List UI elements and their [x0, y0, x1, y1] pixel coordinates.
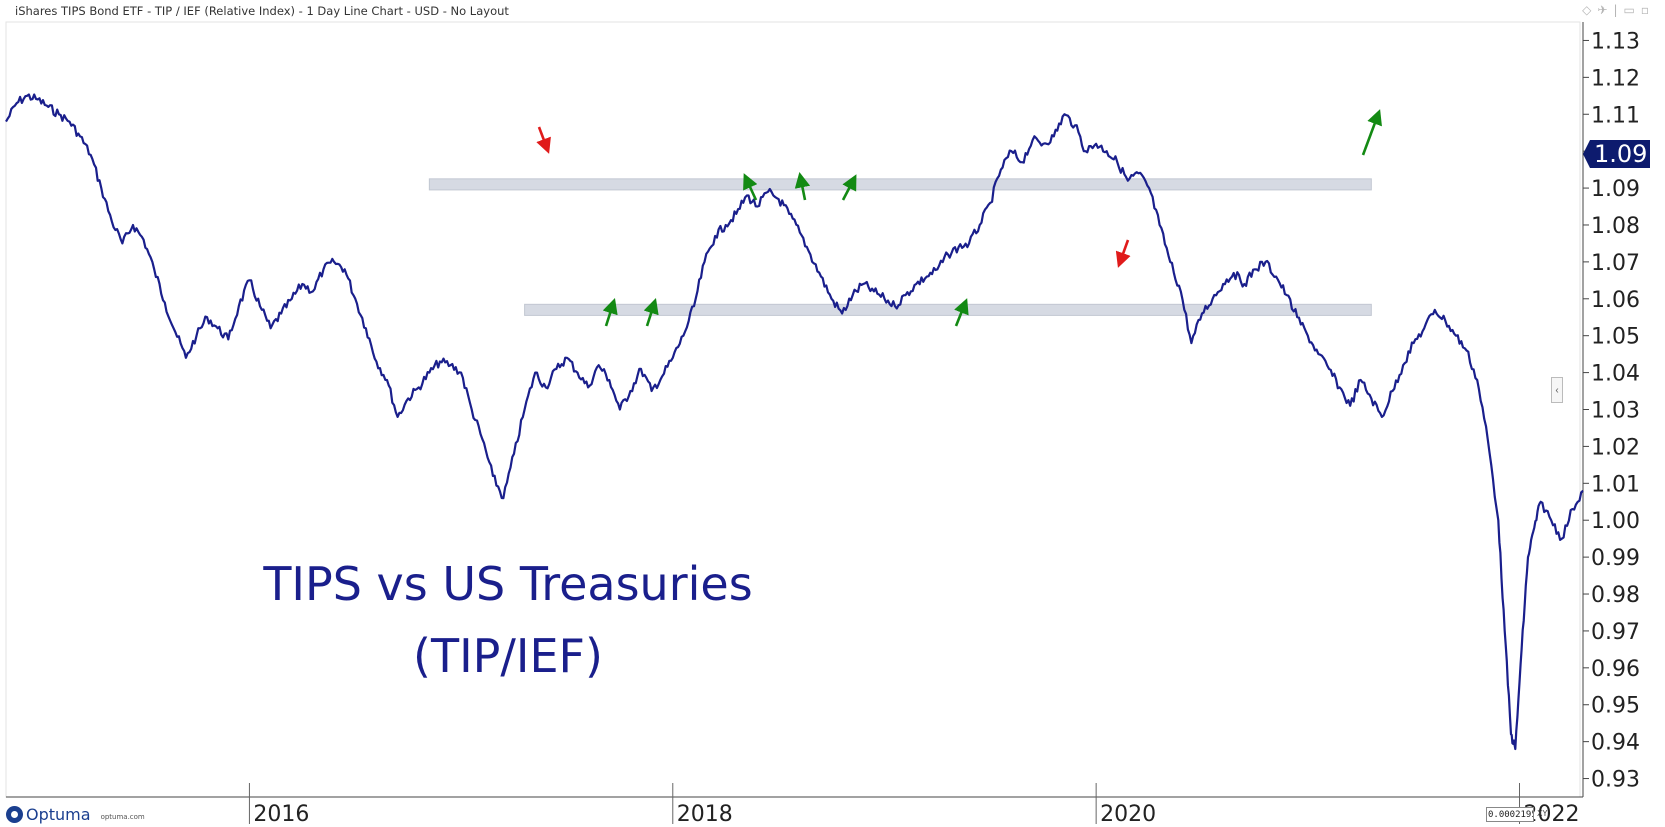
y-tick-label: 1.00: [1591, 509, 1640, 534]
y-tick-label: 1.08: [1591, 214, 1640, 239]
y-tick-label: 1.11: [1591, 103, 1640, 128]
window-controls[interactable]: ◇✈|▭▫: [1582, 3, 1655, 17]
chevron-left-icon[interactable]: ‹: [1551, 377, 1563, 403]
last-value-tag: 1.09: [1583, 140, 1650, 168]
green-arrow: [794, 171, 811, 201]
chart-annotation: TIPS vs US Treasuries (TIP/IEF): [262, 557, 752, 683]
x-tick-label: 2018: [677, 802, 733, 827]
last-value-tag-shape: [1583, 140, 1650, 168]
resistance-band-1: [524, 303, 1372, 316]
y-tick-label: 0.94: [1591, 731, 1640, 756]
plot-area-border: [5, 21, 1581, 798]
scale-value-box[interactable]: 0.0002195: [1486, 807, 1534, 822]
series-line-tip-ief: [5, 93, 1584, 751]
xy-toggle[interactable]: XY: [1537, 809, 1548, 818]
x-tick-label: 2016: [253, 802, 309, 827]
minimize-icon[interactable]: ▫: [1640, 3, 1655, 17]
green-arrow: [841, 174, 857, 201]
y-tick-label: 0.98: [1591, 583, 1640, 608]
y-tick-label: 1.09: [1591, 177, 1640, 202]
diamond-icon[interactable]: ◇: [1582, 3, 1598, 17]
y-tick-label: 0.95: [1591, 694, 1640, 719]
y-tick-label: 1.04: [1591, 362, 1640, 387]
y-tick-label: 0.97: [1591, 620, 1640, 645]
green-arrow: [602, 298, 618, 327]
red-arrow: [536, 126, 551, 154]
red-down-arrows: [536, 126, 1131, 268]
last-value-label: 1.09: [1594, 140, 1647, 168]
y-tick-label: 1.12: [1591, 66, 1640, 91]
annotation-line-2: (TIP/IEF): [413, 629, 603, 683]
annotation-line-1: TIPS vs US Treasuries: [262, 557, 752, 611]
brand-site: optuma.com: [100, 813, 145, 821]
y-tick-label: 1.13: [1591, 29, 1640, 54]
y-tick-label: 1.02: [1591, 435, 1640, 460]
window-title: iShares TIPS Bond ETF - TIP / IEF (Relat…: [15, 4, 509, 18]
green-arrow: [1361, 109, 1382, 156]
x-tick-label: 2020: [1100, 802, 1156, 827]
optuma-logo-icon: [6, 805, 23, 823]
green-arrow: [954, 298, 969, 327]
brand-logo: Optuma optuma.com: [6, 803, 145, 825]
y-tick-label: 0.93: [1591, 768, 1640, 793]
resistance-band-0: [428, 178, 1372, 191]
y-tick-label: 0.99: [1591, 546, 1640, 571]
y-tick-label: 1.03: [1591, 399, 1640, 424]
green-arrow: [643, 298, 659, 327]
window-titlebar: iShares TIPS Bond ETF - TIP / IEF (Relat…: [0, 0, 1665, 22]
restore-icon[interactable]: ▭: [1623, 3, 1641, 17]
y-tick-label: 1.05: [1591, 325, 1640, 350]
green-arrow: [743, 173, 758, 201]
y-tick-label: 1.06: [1591, 288, 1640, 313]
green-up-arrows: [602, 109, 1382, 327]
red-arrow: [1115, 239, 1131, 268]
y-tick-label: 1.07: [1591, 251, 1640, 276]
divider-icon: |: [1613, 3, 1624, 17]
y-tick-label: 0.96: [1591, 657, 1640, 682]
brand-name: Optuma: [26, 804, 91, 824]
x-axis-ticks: 2016 2018 2020 2022: [248, 783, 1579, 827]
resistance-bands: [428, 178, 1372, 316]
y-tick-label: 1.01: [1591, 472, 1640, 497]
pin-icon[interactable]: ✈: [1597, 3, 1614, 17]
